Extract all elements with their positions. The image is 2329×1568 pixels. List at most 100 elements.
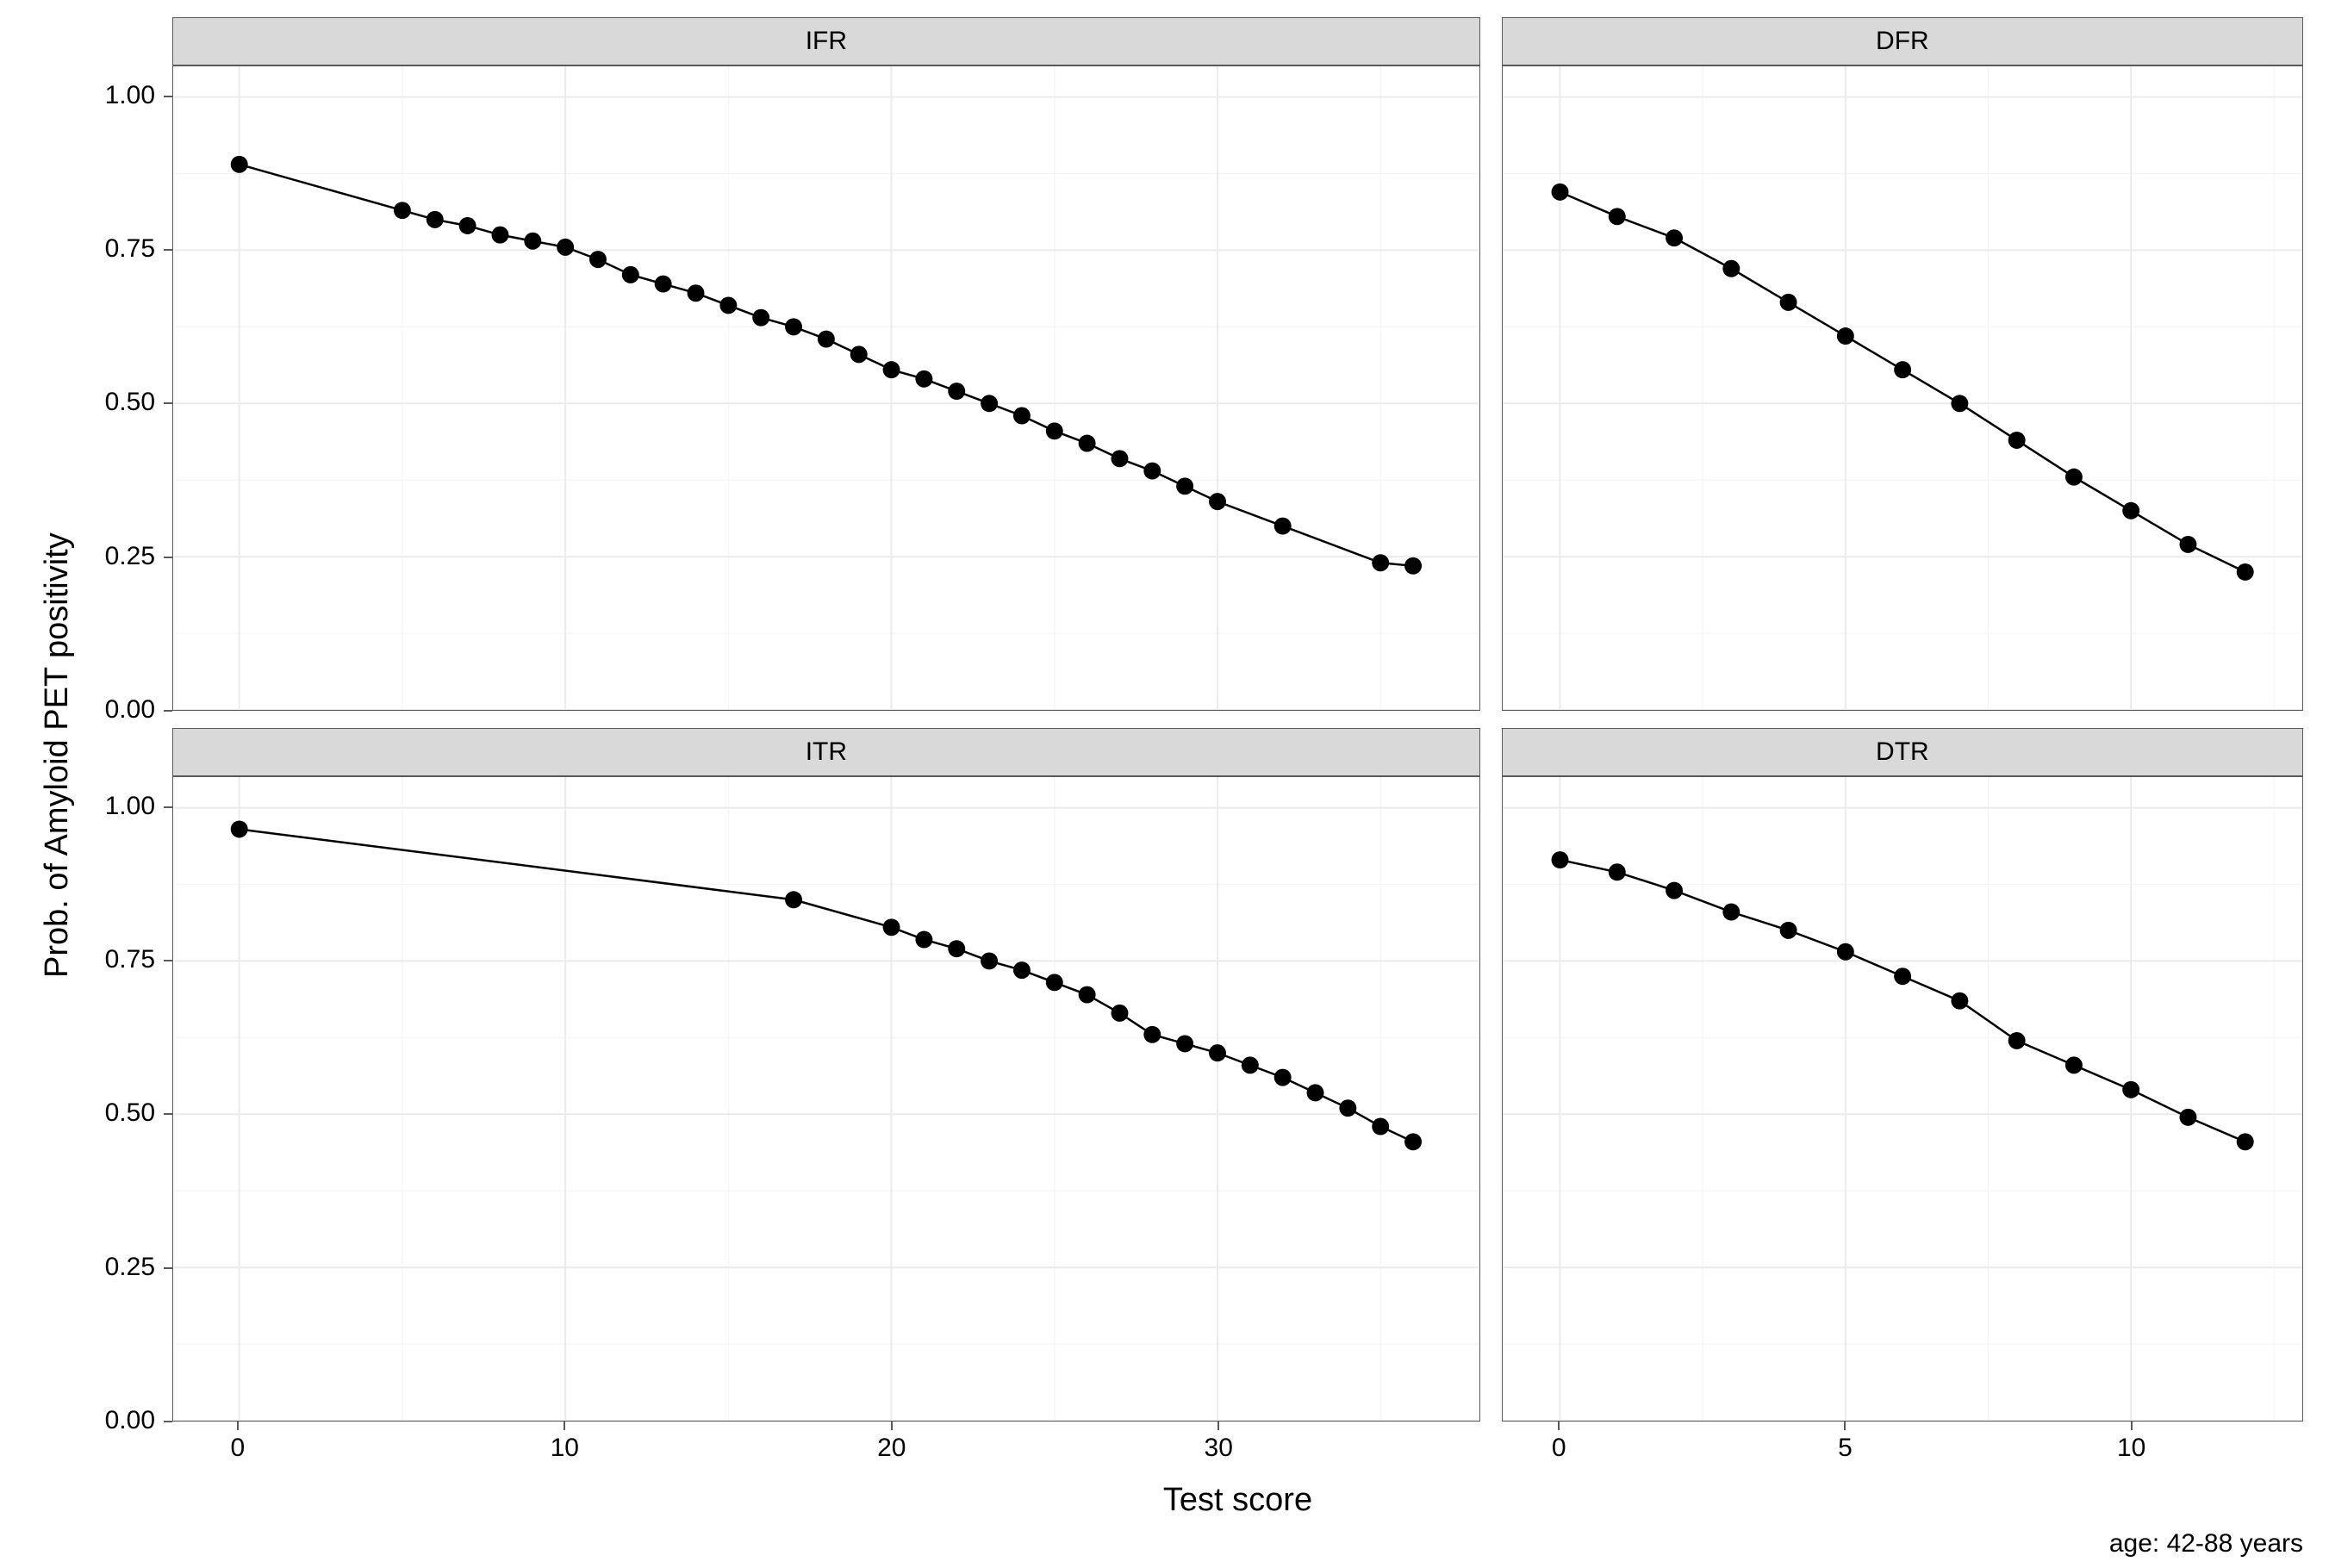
data-point [1722,904,1740,921]
facet-strip: ITR [172,728,1480,776]
x-tick-label: 20 [857,1434,926,1463]
data-point [1307,1084,1324,1101]
y-tick [164,96,172,97]
x-tick-label: 0 [1524,1434,1593,1463]
x-tick [1217,1422,1219,1430]
data-point [948,383,965,400]
data-point [1372,554,1389,571]
panel-svg [1503,777,2302,1421]
facet-strip: DTR [1502,728,2303,776]
y-tick-label: 1.00 [78,792,155,821]
series-line [1560,192,2245,572]
y-tick-label: 0.25 [78,1253,155,1282]
data-point [1666,882,1683,899]
data-point [1779,922,1797,939]
y-tick-label: 0.75 [78,945,155,974]
data-point [1143,1026,1161,1043]
y-tick [164,557,172,558]
data-point [589,251,607,268]
data-point [1372,1118,1389,1136]
data-point [491,227,508,244]
facet-panel [172,65,1480,711]
y-tick-label: 1.00 [78,81,155,110]
data-point [459,217,476,234]
data-point [2065,469,2083,486]
data-point [948,940,965,957]
x-tick-label: 30 [1184,1434,1253,1463]
data-point [655,276,672,293]
x-tick [1844,1422,1846,1430]
y-tick [164,806,172,808]
data-point [1013,961,1031,979]
y-tick-label: 0.75 [78,234,155,264]
y-tick-label: 0.00 [78,695,155,725]
data-point [2065,1056,2083,1073]
data-point [883,361,900,378]
data-point [1404,1133,1422,1150]
y-tick [164,710,172,712]
x-tick [237,1422,239,1430]
x-tick [2131,1422,2133,1430]
data-point [785,891,802,908]
data-point [850,345,868,363]
data-point [1837,327,1854,345]
data-point [2122,502,2139,520]
series-line [240,165,1413,566]
data-point [1209,1044,1226,1061]
data-point [719,296,737,314]
x-tick [1558,1422,1560,1430]
data-point [1609,863,1626,880]
x-tick [564,1422,565,1430]
facet-panel [1502,65,2303,711]
data-point [1951,395,1968,412]
data-point [231,820,248,837]
y-tick-label: 0.25 [78,542,155,571]
data-point [915,931,932,949]
data-point [1111,450,1128,467]
data-point [1894,968,1911,985]
data-point [1209,493,1226,510]
data-point [1404,557,1422,575]
data-point [524,233,541,250]
y-tick [164,1267,172,1269]
figure-root: Prob. of Amyloid PET positivity Test scor… [0,0,2329,1568]
y-tick [164,1113,172,1115]
y-tick-label: 0.50 [78,388,155,417]
data-point [1894,361,1911,378]
data-point [1551,184,1568,201]
data-point [1079,435,1096,452]
figure-caption: age: 42-88 years [2109,1529,2303,1559]
facet-strip: IFR [172,17,1480,65]
data-point [1046,974,1063,991]
data-point [2179,536,2196,553]
data-point [1339,1099,1356,1117]
data-point [231,156,248,173]
data-point [1666,229,1683,246]
series-line [240,829,1413,1142]
data-point [883,918,900,936]
data-point [2008,1032,2025,1049]
data-point [2122,1081,2139,1098]
data-point [1951,992,1968,1010]
x-tick-label: 0 [203,1434,272,1463]
x-tick-label: 10 [2097,1434,2166,1463]
x-tick-label: 5 [1810,1434,1879,1463]
x-tick [891,1422,893,1430]
data-point [981,395,998,412]
data-point [1046,422,1063,439]
data-point [622,266,639,283]
data-point [2179,1109,2196,1126]
y-axis-title: Prob. of Amyloid PET positivity [39,532,76,978]
data-point [2237,563,2254,581]
data-point [394,202,411,219]
y-tick [164,402,172,404]
data-point [981,952,998,969]
data-point [1274,1069,1292,1086]
data-point [688,284,705,302]
y-tick [164,960,172,961]
data-point [915,370,932,388]
x-axis-title: Test score [172,1482,2303,1519]
data-point [1551,851,1568,868]
data-point [1837,943,1854,961]
data-point [1079,986,1096,1004]
